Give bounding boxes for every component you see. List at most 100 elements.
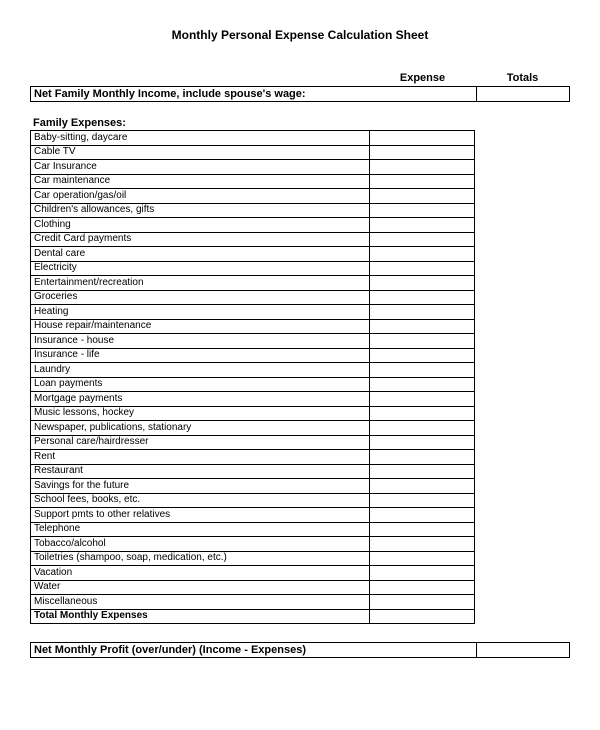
table-row: School fees, books, etc. xyxy=(31,493,475,508)
header-expense: Expense xyxy=(370,72,475,84)
expense-label: Baby-sitting, daycare xyxy=(31,131,370,146)
table-row: Miscellaneous xyxy=(31,595,475,610)
expense-value-cell xyxy=(370,522,475,537)
table-row: Newspaper, publications, stationary xyxy=(31,421,475,436)
table-row: Car operation/gas/oil xyxy=(31,189,475,204)
table-row: Tobacco/alcohol xyxy=(31,537,475,552)
expense-label: Clothing xyxy=(31,218,370,233)
table-row: Children's allowances, gifts xyxy=(31,203,475,218)
expense-label: House repair/maintenance xyxy=(31,319,370,334)
page-title: Monthly Personal Expense Calculation She… xyxy=(30,28,570,42)
expense-label: Entertainment/recreation xyxy=(31,276,370,291)
expense-label: Rent xyxy=(31,450,370,465)
profit-label: Net Monthly Profit (over/under) (Income … xyxy=(31,643,371,657)
expense-label: Restaurant xyxy=(31,464,370,479)
table-row: Music lessons, hockey xyxy=(31,406,475,421)
table-row: Entertainment/recreation xyxy=(31,276,475,291)
expense-label: Cable TV xyxy=(31,145,370,160)
expense-label: Car Insurance xyxy=(31,160,370,175)
expense-value-cell xyxy=(370,261,475,276)
expense-value-cell xyxy=(370,348,475,363)
total-row: Total Monthly Expenses xyxy=(31,609,475,624)
total-label: Total Monthly Expenses xyxy=(31,609,370,624)
expense-value-cell xyxy=(370,508,475,523)
expense-label: Groceries xyxy=(31,290,370,305)
table-row: Credit Card payments xyxy=(31,232,475,247)
table-row: Dental care xyxy=(31,247,475,262)
table-row: Water xyxy=(31,580,475,595)
expense-label: Insurance - life xyxy=(31,348,370,363)
expense-label: Loan payments xyxy=(31,377,370,392)
expense-value-cell xyxy=(370,580,475,595)
expense-value-cell xyxy=(370,131,475,146)
expense-value-cell xyxy=(370,363,475,378)
expense-value-cell xyxy=(370,247,475,262)
expense-table: Baby-sitting, daycareCable TVCar Insuran… xyxy=(30,130,475,624)
expense-value-cell xyxy=(370,232,475,247)
expense-value-cell xyxy=(370,160,475,175)
expense-label: School fees, books, etc. xyxy=(31,493,370,508)
expense-value-cell xyxy=(370,493,475,508)
table-row: Telephone xyxy=(31,522,475,537)
table-row: Electricity xyxy=(31,261,475,276)
expense-label: Car maintenance xyxy=(31,174,370,189)
table-row: Rent xyxy=(31,450,475,465)
expense-label: Water xyxy=(31,580,370,595)
expense-value-cell xyxy=(370,450,475,465)
table-row: Loan payments xyxy=(31,377,475,392)
expense-value-cell xyxy=(370,145,475,160)
column-headers: Expense Totals xyxy=(30,72,570,84)
expense-label: Personal care/hairdresser xyxy=(31,435,370,450)
expense-label: Newspaper, publications, stationary xyxy=(31,421,370,436)
expense-value-cell xyxy=(370,566,475,581)
table-row: Clothing xyxy=(31,218,475,233)
table-row: Mortgage payments xyxy=(31,392,475,407)
expense-value-cell xyxy=(370,421,475,436)
table-row: Toiletries (shampoo, soap, medication, e… xyxy=(31,551,475,566)
table-row: Cable TV xyxy=(31,145,475,160)
expense-label: Laundry xyxy=(31,363,370,378)
table-row: Car maintenance xyxy=(31,174,475,189)
profit-total-cell xyxy=(476,643,571,657)
expense-value-cell xyxy=(370,551,475,566)
total-value-cell xyxy=(370,609,475,624)
table-row: Car Insurance xyxy=(31,160,475,175)
expense-label: Credit Card payments xyxy=(31,232,370,247)
table-row: Insurance - house xyxy=(31,334,475,349)
expense-label: Electricity xyxy=(31,261,370,276)
profit-row: Net Monthly Profit (over/under) (Income … xyxy=(30,642,570,658)
expense-value-cell xyxy=(370,392,475,407)
expense-label: Heating xyxy=(31,305,370,320)
table-row: Baby-sitting, daycare xyxy=(31,131,475,146)
expense-label: Insurance - house xyxy=(31,334,370,349)
expense-value-cell xyxy=(370,174,475,189)
table-row: Vacation xyxy=(31,566,475,581)
table-row: House repair/maintenance xyxy=(31,319,475,334)
expense-value-cell xyxy=(370,203,475,218)
table-row: Savings for the future xyxy=(31,479,475,494)
profit-expense-cell xyxy=(371,643,476,657)
table-row: Support pmts to other relatives xyxy=(31,508,475,523)
expense-label: Music lessons, hockey xyxy=(31,406,370,421)
expense-value-cell xyxy=(370,464,475,479)
income-expense-cell xyxy=(371,87,476,101)
expense-label: Children's allowances, gifts xyxy=(31,203,370,218)
table-row: Heating xyxy=(31,305,475,320)
expense-value-cell xyxy=(370,537,475,552)
expense-label: Tobacco/alcohol xyxy=(31,537,370,552)
table-row: Laundry xyxy=(31,363,475,378)
income-label: Net Family Monthly Income, include spous… xyxy=(31,87,371,101)
table-row: Groceries xyxy=(31,290,475,305)
expense-label: Toiletries (shampoo, soap, medication, e… xyxy=(31,551,370,566)
expense-label: Telephone xyxy=(31,522,370,537)
expense-value-cell xyxy=(370,290,475,305)
expense-label: Mortgage payments xyxy=(31,392,370,407)
expense-value-cell xyxy=(370,334,475,349)
table-row: Restaurant xyxy=(31,464,475,479)
expense-value-cell xyxy=(370,305,475,320)
expense-label: Vacation xyxy=(31,566,370,581)
table-row: Insurance - life xyxy=(31,348,475,363)
header-totals: Totals xyxy=(475,72,570,84)
expense-value-cell xyxy=(370,479,475,494)
income-total-cell xyxy=(476,87,571,101)
